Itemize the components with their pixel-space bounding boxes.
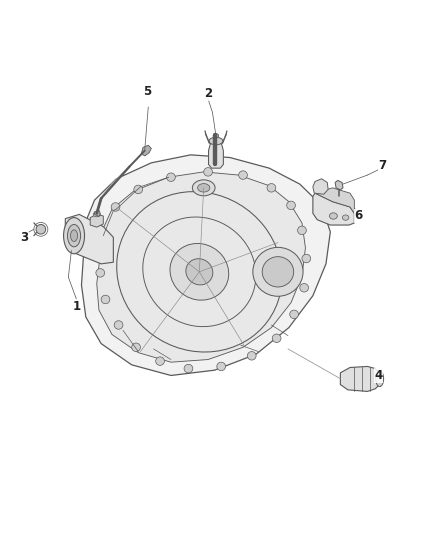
Ellipse shape bbox=[302, 254, 311, 263]
Polygon shape bbox=[313, 193, 354, 225]
Ellipse shape bbox=[93, 212, 100, 217]
Ellipse shape bbox=[213, 134, 219, 138]
Ellipse shape bbox=[64, 217, 85, 254]
Text: 3: 3 bbox=[21, 231, 29, 244]
Ellipse shape bbox=[36, 224, 46, 234]
Polygon shape bbox=[65, 214, 113, 264]
Polygon shape bbox=[97, 172, 305, 362]
Ellipse shape bbox=[247, 352, 256, 360]
Ellipse shape bbox=[300, 284, 308, 292]
Ellipse shape bbox=[209, 138, 223, 145]
Ellipse shape bbox=[132, 343, 141, 352]
Ellipse shape bbox=[267, 183, 276, 192]
Ellipse shape bbox=[93, 241, 102, 249]
Ellipse shape bbox=[134, 185, 143, 193]
Ellipse shape bbox=[101, 295, 110, 304]
Text: 2: 2 bbox=[204, 87, 212, 100]
Ellipse shape bbox=[253, 247, 303, 296]
Ellipse shape bbox=[297, 226, 306, 235]
Ellipse shape bbox=[217, 362, 226, 370]
Text: 7: 7 bbox=[379, 159, 387, 172]
Ellipse shape bbox=[192, 180, 215, 196]
Text: 4: 4 bbox=[374, 369, 382, 382]
Polygon shape bbox=[90, 214, 103, 227]
Ellipse shape bbox=[343, 215, 349, 220]
Ellipse shape bbox=[239, 171, 247, 179]
Ellipse shape bbox=[290, 310, 298, 319]
Polygon shape bbox=[313, 179, 328, 194]
Polygon shape bbox=[208, 141, 223, 168]
Polygon shape bbox=[315, 188, 354, 213]
Ellipse shape bbox=[155, 357, 164, 366]
Ellipse shape bbox=[71, 230, 78, 241]
Polygon shape bbox=[95, 210, 100, 216]
Polygon shape bbox=[141, 146, 151, 156]
Text: 1: 1 bbox=[73, 300, 81, 313]
Ellipse shape bbox=[376, 370, 384, 386]
Ellipse shape bbox=[272, 334, 281, 343]
Ellipse shape bbox=[287, 201, 295, 209]
Ellipse shape bbox=[184, 365, 193, 373]
Ellipse shape bbox=[262, 257, 293, 287]
Text: 5: 5 bbox=[143, 85, 151, 98]
Text: 6: 6 bbox=[355, 209, 363, 222]
Ellipse shape bbox=[111, 203, 120, 211]
Ellipse shape bbox=[96, 269, 105, 277]
Ellipse shape bbox=[198, 183, 210, 192]
Polygon shape bbox=[81, 155, 330, 375]
Ellipse shape bbox=[170, 244, 229, 300]
Ellipse shape bbox=[114, 321, 123, 329]
Ellipse shape bbox=[204, 167, 212, 176]
Ellipse shape bbox=[67, 224, 81, 247]
Ellipse shape bbox=[186, 259, 213, 285]
Polygon shape bbox=[340, 367, 380, 391]
Ellipse shape bbox=[329, 213, 337, 219]
Polygon shape bbox=[335, 180, 343, 190]
Ellipse shape bbox=[166, 173, 175, 181]
